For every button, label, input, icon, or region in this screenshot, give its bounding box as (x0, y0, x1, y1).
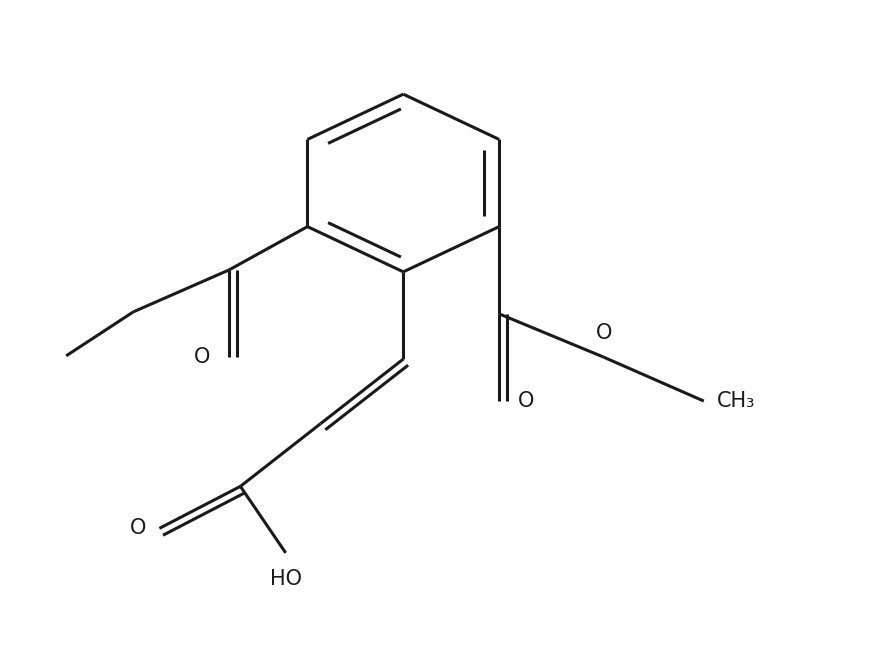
Text: O: O (194, 347, 210, 367)
Text: CH₃: CH₃ (717, 391, 755, 411)
Text: O: O (596, 323, 612, 343)
Text: O: O (519, 391, 535, 411)
Text: O: O (130, 518, 146, 539)
Text: HO: HO (270, 569, 302, 589)
